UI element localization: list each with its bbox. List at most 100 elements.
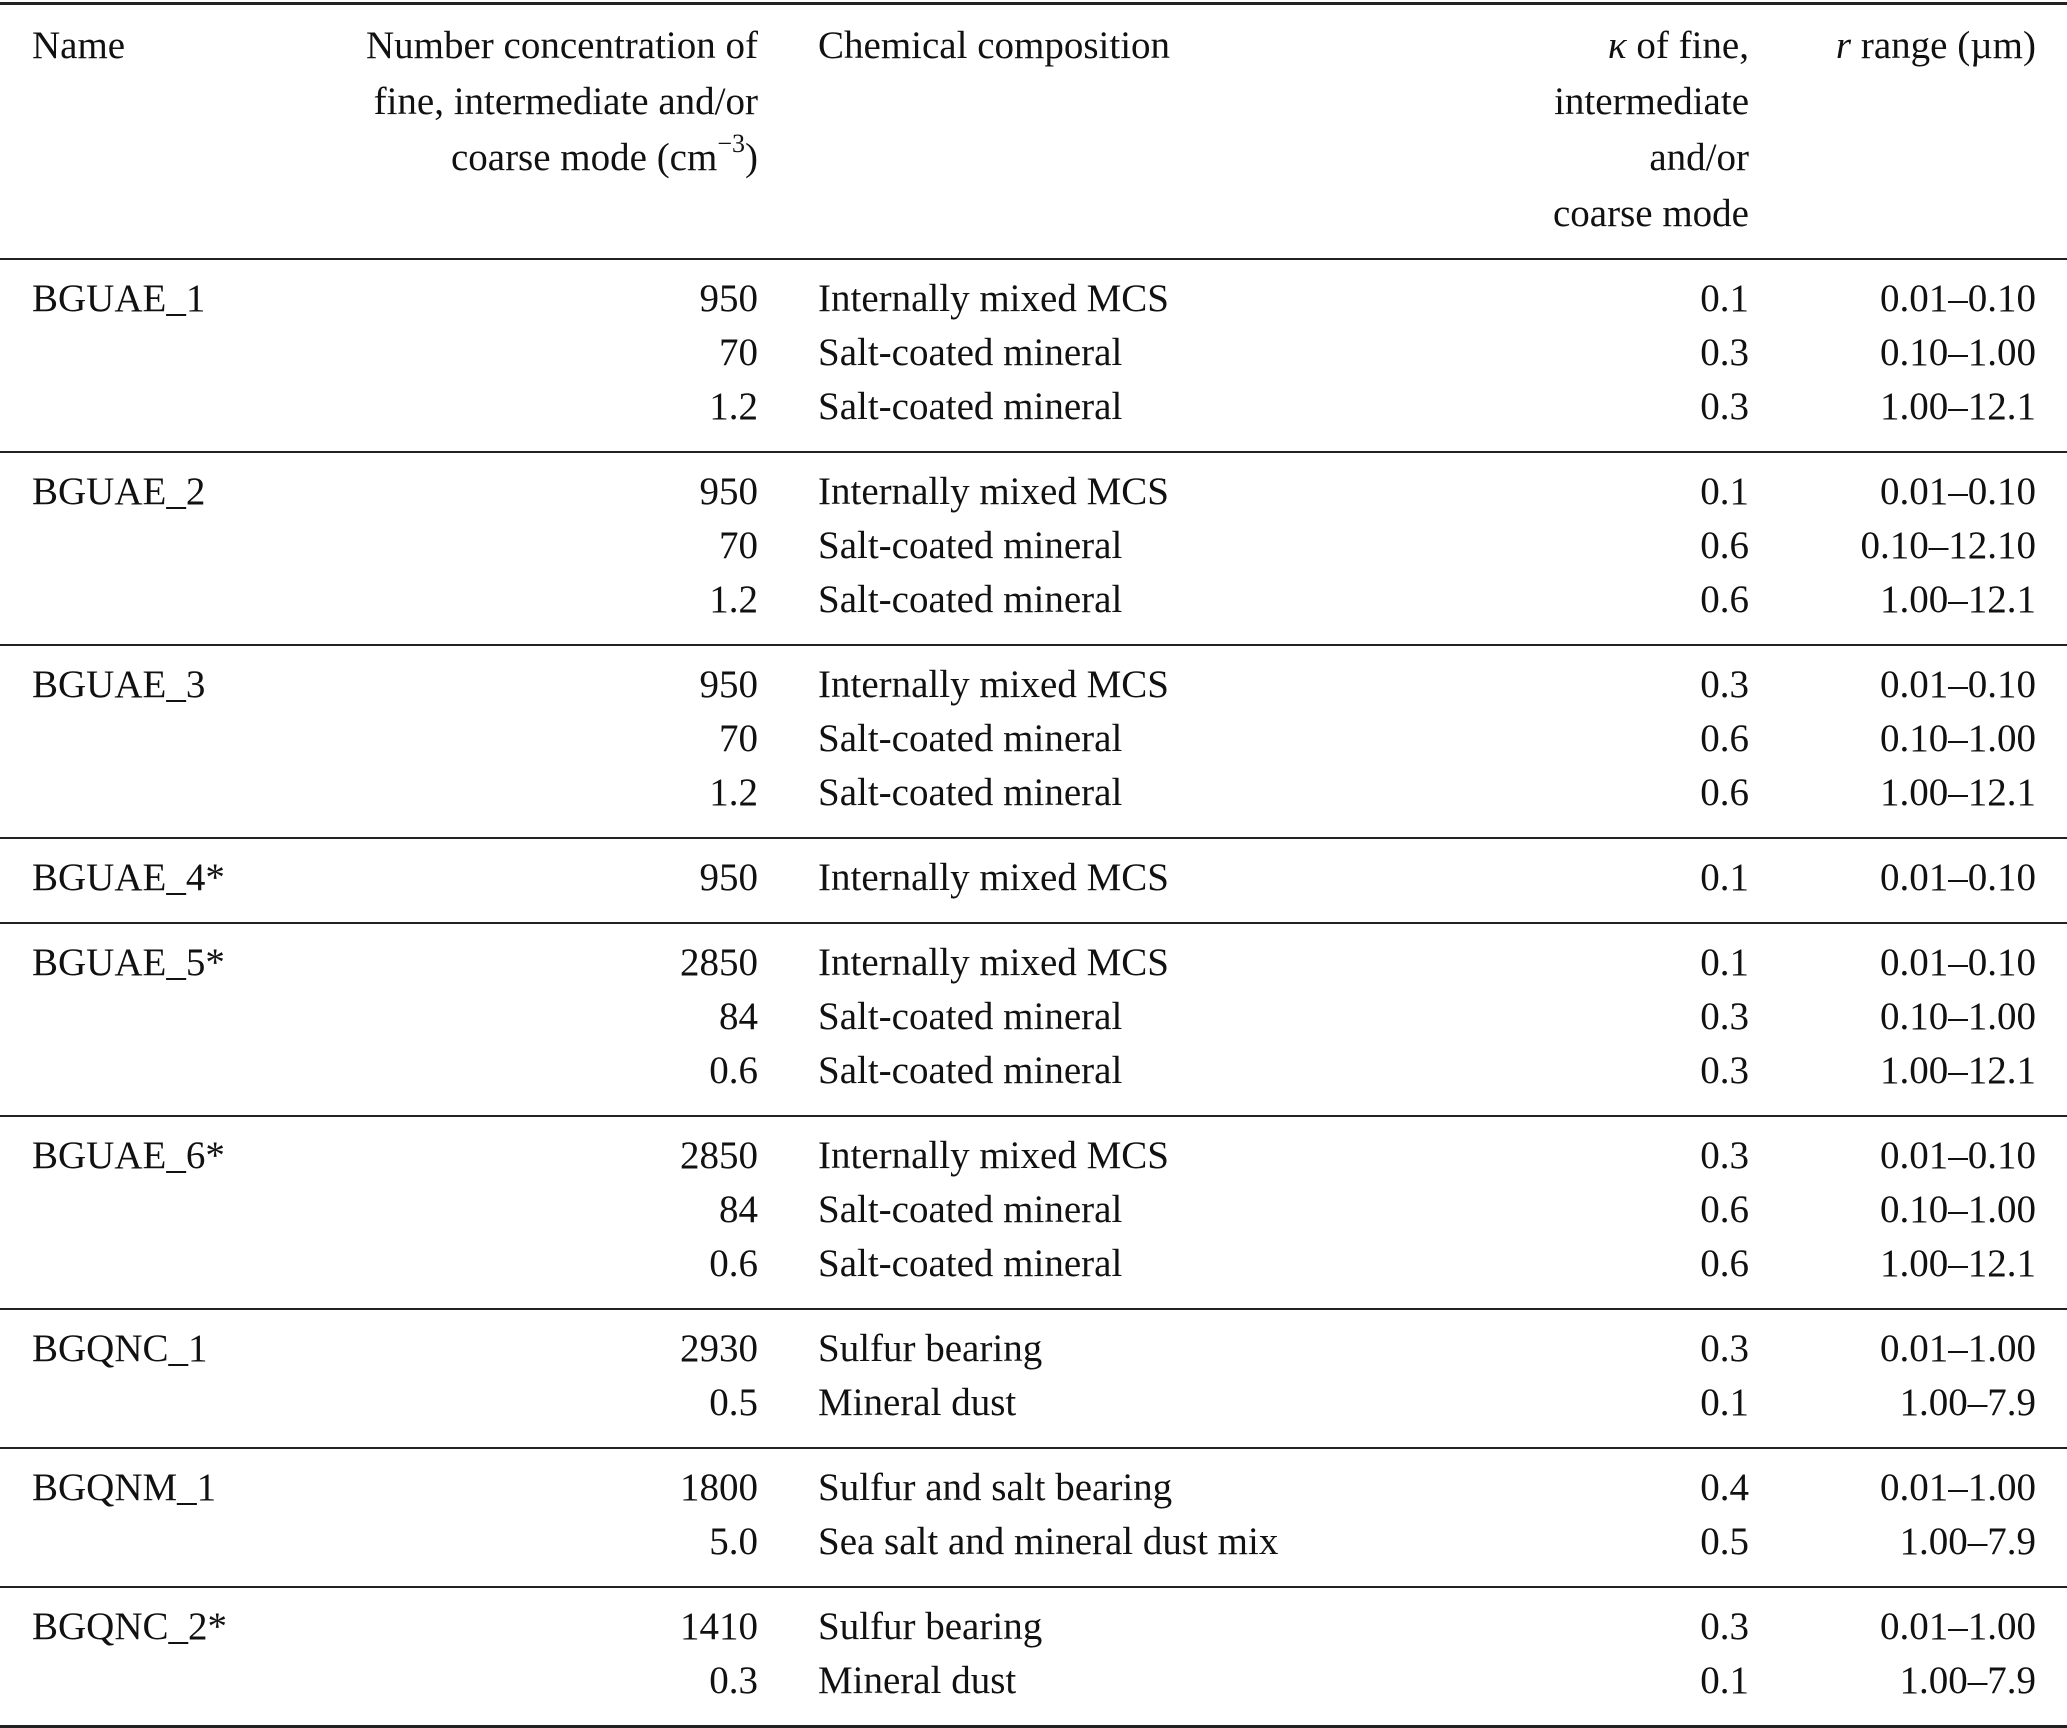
cell-chemical-composition: Salt-coated mineral bbox=[818, 1188, 1123, 1231]
cell-name: BGUAE_6* bbox=[32, 1134, 225, 1177]
cell-kappa: 0.6 bbox=[1700, 578, 1749, 621]
table-group: BGUAE_2 950 Internally mixed MCS 0.1 0.01–0.… bbox=[0, 453, 2067, 646]
table-group: BGUAE_1 950 Internally mixed MCS 0.1 0.01–0.… bbox=[0, 260, 2067, 453]
cell-chemical-composition: Salt-coated mineral bbox=[818, 385, 1123, 428]
cell-kappa: 0.6 bbox=[1700, 771, 1749, 814]
cell-name bbox=[32, 1515, 332, 1569]
table-row: 84 Salt-coated mineral 0.6 0.10–1.00 bbox=[0, 1183, 2067, 1237]
cell-name bbox=[32, 1237, 332, 1291]
cell-r-range: 1.00–7.9 bbox=[1899, 1381, 2037, 1424]
cell-chemical-composition: Internally mixed MCS bbox=[818, 470, 1169, 513]
cell-number-concentration: 950 bbox=[699, 856, 759, 899]
table-group: BGUAE_4* 950 Internally mixed MCS 0.1 0.01–0… bbox=[0, 839, 2067, 924]
header-chemical-composition: Chemical composition bbox=[818, 24, 1171, 67]
table-group: BGUAE_6* 2850 Internally mixed MCS 0.3 0.01–… bbox=[0, 1117, 2067, 1310]
table-row: 70 Salt-coated mineral 0.6 0.10–12.10 bbox=[0, 519, 2067, 573]
cell-spacer bbox=[758, 272, 818, 326]
kappa-symbol: κ bbox=[1607, 24, 1627, 67]
cell-name bbox=[32, 1654, 332, 1708]
header-text: coarse mode (cm bbox=[450, 136, 718, 179]
cell-r-range: 0.10–1.00 bbox=[1880, 717, 2036, 760]
cell-chemical-composition: Mineral dust bbox=[818, 1381, 1017, 1424]
cell-kappa: 0.5 bbox=[1700, 1520, 1749, 1563]
table-row: BGUAE_2 950 Internally mixed MCS 0.1 0.01–0.… bbox=[0, 465, 2067, 519]
cell-name bbox=[32, 990, 332, 1044]
table-row: 84 Salt-coated mineral 0.3 0.10–1.00 bbox=[0, 990, 2067, 1044]
cell-kappa: 0.6 bbox=[1700, 1188, 1749, 1231]
cell-kappa: 0.3 bbox=[1700, 1049, 1749, 1092]
cell-r-range: 1.00–7.9 bbox=[1899, 1659, 2037, 1702]
cell-kappa: 0.3 bbox=[1700, 385, 1749, 428]
cell-chemical-composition: Sulfur bearing bbox=[818, 1605, 1043, 1648]
cell-r-range: 1.00–12.1 bbox=[1880, 578, 2036, 621]
cell-chemical-composition: Mineral dust bbox=[818, 1659, 1017, 1702]
cell-r-range: 0.01–1.00 bbox=[1880, 1327, 2036, 1370]
table-row: 1.2 Salt-coated mineral 0.6 1.00–12.1 bbox=[0, 573, 2067, 627]
cell-spacer bbox=[758, 766, 818, 820]
cell-number-concentration: 1.2 bbox=[709, 578, 758, 621]
table-row: BGUAE_3 950 Internally mixed MCS 0.3 0.01–0.… bbox=[0, 658, 2067, 712]
cell-kappa: 0.4 bbox=[1700, 1466, 1749, 1509]
header-text: of fine, bbox=[1626, 24, 1749, 67]
cell-chemical-composition: Internally mixed MCS bbox=[818, 277, 1169, 320]
table-row: 70 Salt-coated mineral 0.3 0.10–1.00 bbox=[0, 326, 2067, 380]
cell-chemical-composition: Sea salt and mineral dust mix bbox=[818, 1520, 1279, 1563]
cell-kappa: 0.3 bbox=[1700, 331, 1749, 374]
table-row: 70 Salt-coated mineral 0.6 0.10–1.00 bbox=[0, 712, 2067, 766]
cell-r-range: 0.01–0.10 bbox=[1880, 277, 2036, 320]
cell-r-range: 1.00–12.1 bbox=[1880, 1242, 2036, 1285]
cell-spacer bbox=[758, 326, 818, 380]
cell-number-concentration: 2930 bbox=[680, 1327, 758, 1370]
table-row: 5.0 Sea salt and mineral dust mix 0.5 1.00–… bbox=[0, 1515, 2067, 1569]
cell-spacer bbox=[758, 519, 818, 573]
cell-number-concentration: 1410 bbox=[680, 1605, 758, 1648]
cell-kappa: 0.1 bbox=[1700, 856, 1749, 899]
cell-kappa: 0.1 bbox=[1700, 941, 1749, 984]
cell-r-range: 0.10–12.10 bbox=[1860, 524, 2037, 567]
header-line: fine, intermediate and/or bbox=[373, 80, 758, 123]
cell-chemical-composition: Internally mixed MCS bbox=[818, 663, 1169, 706]
cell-spacer bbox=[758, 1461, 818, 1515]
header-line: κ of fine, bbox=[1518, 18, 1749, 74]
header-line: Number concentration of bbox=[365, 24, 758, 67]
cell-name bbox=[32, 1376, 332, 1430]
table-row: 0.5 Mineral dust 0.1 1.00–7.9 bbox=[0, 1376, 2067, 1430]
cell-chemical-composition: Sulfur bearing bbox=[818, 1327, 1043, 1370]
cell-kappa: 0.1 bbox=[1700, 470, 1749, 513]
cell-r-range: 0.01–0.10 bbox=[1880, 856, 2036, 899]
cell-kappa: 0.6 bbox=[1700, 524, 1749, 567]
top-rule bbox=[0, 2, 2067, 5]
table-row: BGQNM_1 1800 Sulfur and salt bearing 0.4 0.0… bbox=[0, 1461, 2067, 1515]
table-group: BGUAE_5* 2850 Internally mixed MCS 0.1 0.01–… bbox=[0, 924, 2067, 1117]
table-header: Name Number concentration of fine, inter… bbox=[0, 5, 2067, 260]
cell-chemical-composition: Salt-coated mineral bbox=[818, 995, 1123, 1038]
header-line: intermediate and/or bbox=[1554, 80, 1749, 179]
cell-r-range: 0.01–0.10 bbox=[1880, 663, 2036, 706]
cell-spacer bbox=[758, 936, 818, 990]
cell-name bbox=[32, 573, 332, 627]
table-group: BGUAE_3 950 Internally mixed MCS 0.3 0.01–0.… bbox=[0, 646, 2067, 839]
cell-number-concentration: 70 bbox=[719, 331, 758, 374]
table-group: BGQNC_1 2930 Sulfur bearing 0.3 0.01–1.00 0.5… bbox=[0, 1310, 2067, 1449]
table-row: BGQNC_2* 1410 Sulfur bearing 0.3 0.01–1.00 bbox=[0, 1600, 2067, 1654]
cell-kappa: 0.3 bbox=[1700, 1327, 1749, 1370]
cell-spacer bbox=[758, 380, 818, 434]
cell-chemical-composition: Salt-coated mineral bbox=[818, 331, 1123, 374]
cell-name bbox=[32, 326, 332, 380]
cell-name: BGUAE_2 bbox=[32, 470, 206, 513]
cell-number-concentration: 1800 bbox=[680, 1466, 758, 1509]
cell-chemical-composition: Sulfur and salt bearing bbox=[818, 1466, 1173, 1509]
cell-name: BGQNC_1 bbox=[32, 1327, 208, 1370]
cell-kappa: 0.1 bbox=[1700, 1381, 1749, 1424]
cell-r-range: 0.10–1.00 bbox=[1880, 995, 2036, 1038]
cell-number-concentration: 2850 bbox=[680, 941, 758, 984]
cell-name bbox=[32, 1044, 332, 1098]
cell-r-range: 0.01–0.10 bbox=[1880, 470, 2036, 513]
cell-spacer bbox=[758, 465, 818, 519]
cell-chemical-composition: Salt-coated mineral bbox=[818, 771, 1123, 814]
cell-number-concentration: 1.2 bbox=[709, 771, 758, 814]
r-symbol: r bbox=[1835, 24, 1852, 67]
table-row: 1.2 Salt-coated mineral 0.6 1.00–12.1 bbox=[0, 766, 2067, 820]
cell-name: BGQNM_1 bbox=[32, 1466, 217, 1509]
